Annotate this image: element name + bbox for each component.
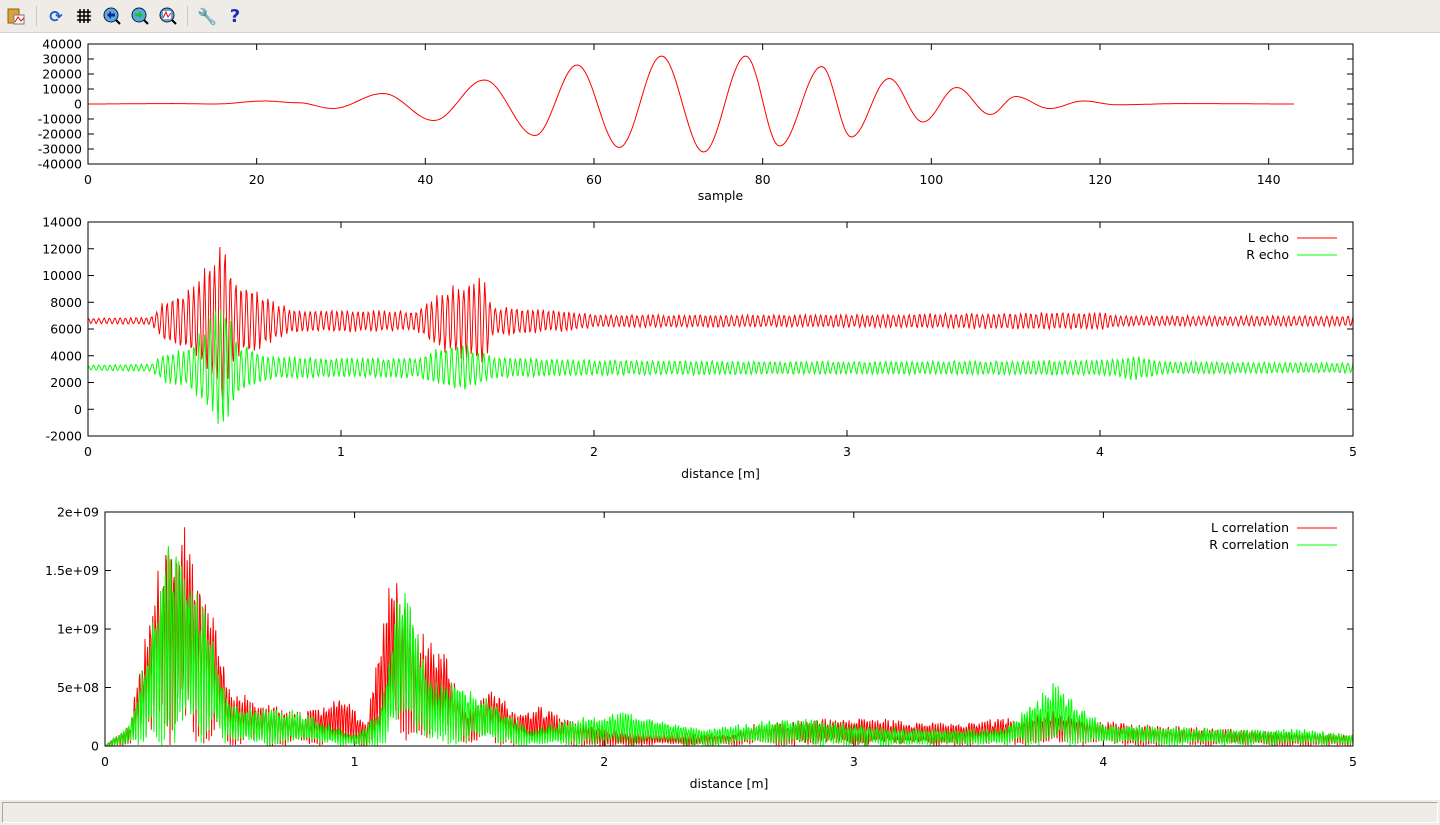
series-line-l-correlation [105, 527, 1353, 746]
x-tick-label: 2 [590, 444, 598, 459]
legend-label: R echo [1246, 247, 1289, 262]
copy-to-clipboard-icon[interactable] [5, 5, 27, 27]
x-tick-label: 60 [586, 172, 602, 187]
legend-label: L echo [1248, 230, 1289, 245]
x-tick-label: 3 [850, 754, 858, 769]
y-tick-label: 0 [91, 739, 99, 754]
y-tick-label: 1.5e+09 [45, 563, 99, 578]
y-tick-label: -10000 [38, 112, 82, 127]
x-tick-label: 120 [1088, 172, 1112, 187]
x-tick-label: 140 [1257, 172, 1281, 187]
y-tick-label: 5e+08 [57, 680, 99, 695]
x-tick-label: 4 [1099, 754, 1107, 769]
y-tick-label: -2000 [46, 429, 82, 444]
series-line-signal [88, 55, 1294, 153]
y-tick-label: 20000 [42, 67, 82, 82]
options-wrench-icon[interactable]: 🔧 [197, 6, 217, 26]
x-tick-label: 4 [1096, 444, 1104, 459]
x-tick-label: 5 [1349, 444, 1357, 459]
x-tick-label: 1 [351, 754, 359, 769]
x-tick-label: 20 [249, 172, 265, 187]
x-tick-label: 100 [919, 172, 943, 187]
series-line-l-echo [88, 246, 1353, 400]
x-tick-label: 3 [843, 444, 851, 459]
autoscale-icon[interactable] [157, 5, 179, 27]
replot-icon[interactable]: ⟳ [49, 6, 63, 26]
zoom-next-icon[interactable] [129, 5, 151, 27]
y-tick-label: 10000 [42, 82, 82, 97]
legend-label: L correlation [1211, 520, 1289, 535]
series-line-r-correlation [105, 545, 1353, 746]
x-tick-label: 2 [600, 754, 608, 769]
status-bar [0, 800, 1440, 825]
toolbar: ⟳ 🔧 ? [0, 0, 1440, 33]
chart-2: 0 1 2 3 4 5-200002000400060008000100001200014… [42, 215, 1357, 482]
y-tick-label: 0 [74, 97, 82, 112]
x-tick-label: 1 [337, 444, 345, 459]
y-tick-label: 1e+09 [57, 622, 99, 637]
toolbar-separator [36, 6, 37, 26]
toolbar-separator [187, 6, 188, 26]
x-axis-label: distance [m] [681, 466, 760, 481]
y-tick-label: 2e+09 [57, 505, 99, 520]
x-tick-label: 5 [1349, 754, 1357, 769]
chart-1: 0 20 40 60 80 100 120 140 -40000-30000-20000-100… [38, 37, 1354, 203]
y-tick-label: 10000 [42, 268, 82, 283]
x-tick-label: 0 [84, 172, 92, 187]
x-tick-label: 0 [101, 754, 109, 769]
y-tick-label: 6000 [50, 322, 82, 337]
plot-canvas: 0 20 40 60 80 100 120 140-40000-30000-20000-100… [38, 37, 1357, 792]
y-tick-label: 30000 [42, 52, 82, 67]
legend-label: R correlation [1209, 537, 1289, 552]
y-tick-label: -20000 [38, 127, 82, 142]
grid-icon[interactable] [73, 5, 95, 27]
plot-frame [104, 511, 1354, 747]
x-tick-label: 0 [84, 444, 92, 459]
y-tick-label: 0 [74, 402, 82, 417]
help-icon[interactable]: ? [229, 5, 241, 27]
x-tick-label: 40 [417, 172, 433, 187]
plot-frame [87, 221, 1354, 437]
x-tick-label: 80 [755, 172, 771, 187]
y-tick-label: -40000 [38, 157, 82, 172]
plot-frame [87, 43, 1354, 165]
series-line-r-echo [88, 310, 1353, 424]
y-tick-label: 4000 [50, 348, 82, 363]
zoom-previous-icon[interactable] [101, 5, 123, 27]
chart-3: 0 1 2 3 4 5 0 5e+08 1e+09 1.5e+09 2e+09 distance [m… [45, 505, 1357, 792]
y-tick-label: 2000 [50, 375, 82, 390]
y-tick-label: 40000 [42, 37, 82, 52]
x-axis-label: sample [698, 188, 744, 203]
x-axis-label: distance [m] [690, 776, 769, 791]
y-tick-label: 8000 [50, 295, 82, 310]
y-tick-label: 12000 [42, 241, 82, 256]
y-tick-label: 14000 [42, 215, 82, 230]
y-tick-label: -30000 [38, 142, 82, 157]
